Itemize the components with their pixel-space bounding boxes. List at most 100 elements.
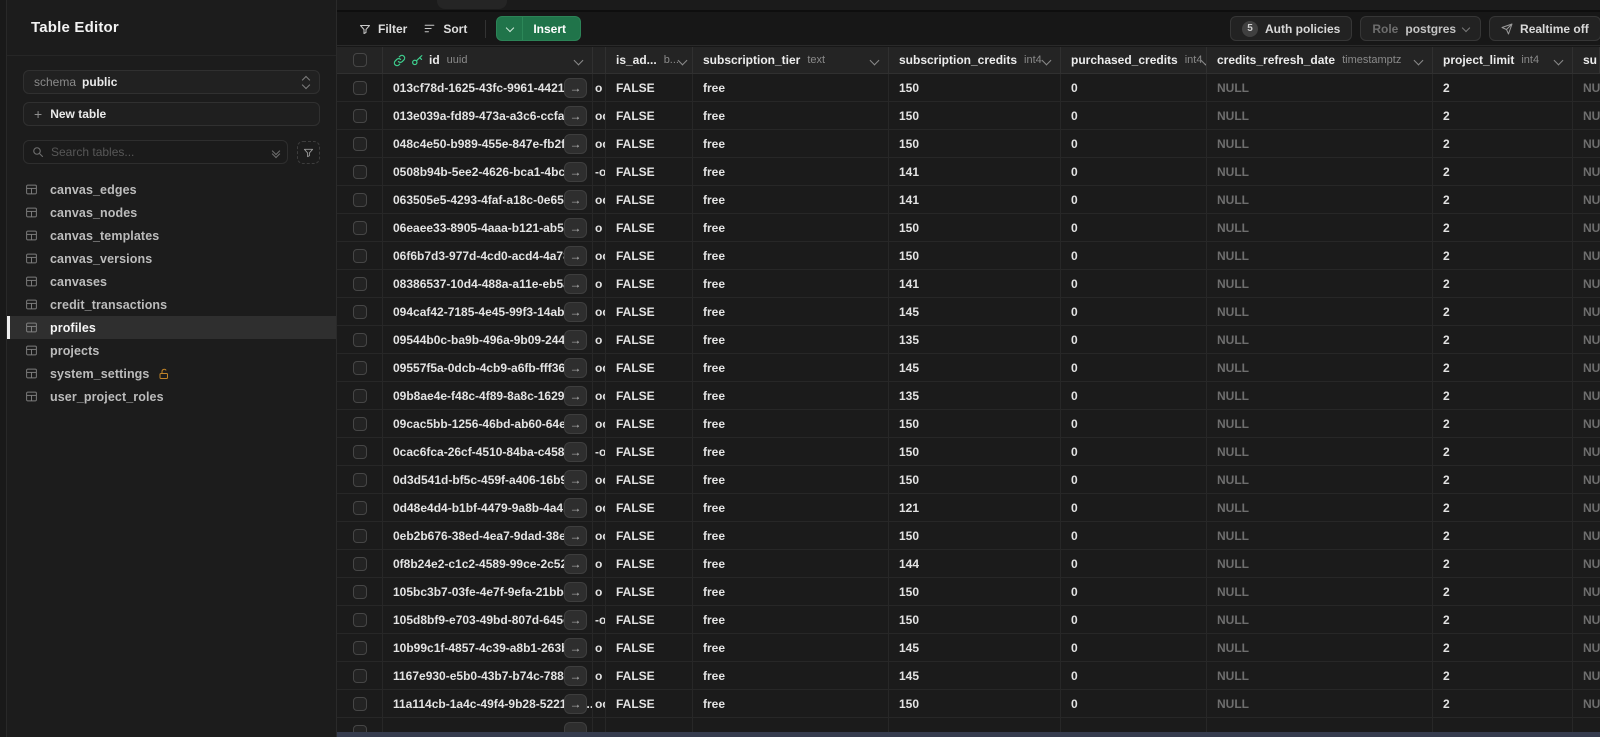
cell-clipped[interactable]: oc xyxy=(593,186,606,213)
cell-credits-refresh-date[interactable]: NULL xyxy=(1207,242,1433,269)
cell-clipped-right[interactable]: NULL xyxy=(1573,74,1600,101)
cell-subscription-credits[interactable]: 145 xyxy=(889,662,1061,689)
cell-purchased-credits[interactable]: 0 xyxy=(1061,242,1207,269)
cell-credits-refresh-date[interactable]: NULL xyxy=(1207,634,1433,661)
expand-row-button[interactable]: → xyxy=(564,246,587,266)
cell-subscription-tier[interactable]: free xyxy=(693,662,889,689)
sidebar-table-item[interactable]: projects xyxy=(7,339,336,362)
cell-credits-refresh-date[interactable]: NULL xyxy=(1207,186,1433,213)
cell-credits-refresh-date[interactable]: NULL xyxy=(1207,326,1433,353)
row-checkbox[interactable] xyxy=(352,248,367,263)
chevron-down-icon[interactable] xyxy=(1041,55,1052,65)
cell-id[interactable]: 09b8ae4e-f48c-4f89-8a8c-1629b... → xyxy=(383,382,593,409)
cell-subscription-tier[interactable]: free xyxy=(693,74,889,101)
sidebar-table-item[interactable]: credit_transactions xyxy=(7,293,336,316)
cell-is-admin[interactable] xyxy=(606,718,693,737)
search-tables-input[interactable] xyxy=(51,145,269,159)
cell-clipped-right[interactable]: NULL xyxy=(1573,494,1600,521)
row-checkbox[interactable] xyxy=(352,388,367,403)
chevron-down-icon[interactable] xyxy=(1553,55,1564,65)
cell-project-limit[interactable]: 2 xyxy=(1433,158,1573,185)
cell-subscription-credits[interactable]: 145 xyxy=(889,634,1061,661)
cell-credits-refresh-date[interactable]: NULL xyxy=(1207,270,1433,297)
cell-subscription-credits[interactable]: 150 xyxy=(889,74,1061,101)
cell-purchased-credits[interactable]: 0 xyxy=(1061,522,1207,549)
cell-subscription-tier[interactable]: free xyxy=(693,270,889,297)
cell-project-limit[interactable]: 2 xyxy=(1433,270,1573,297)
cell-is-admin[interactable]: FALSE xyxy=(606,522,693,549)
cell-clipped-right[interactable]: NULL xyxy=(1573,214,1600,241)
expand-row-button[interactable]: → xyxy=(564,610,587,630)
cell-id[interactable]: 09544b0c-ba9b-496a-9b09-244... → xyxy=(383,326,593,353)
cell-project-limit[interactable]: 2 xyxy=(1433,242,1573,269)
cell-id[interactable]: 0cac6fca-26cf-4510-84ba-c4580... → xyxy=(383,438,593,465)
cell-credits-refresh-date[interactable]: NULL xyxy=(1207,690,1433,717)
cell-id[interactable]: 105d8bf9-e703-49bd-807d-645e... → xyxy=(383,606,593,633)
cell-subscription-tier[interactable]: free xyxy=(693,102,889,129)
cell-project-limit[interactable]: 2 xyxy=(1433,186,1573,213)
cell-subscription-tier[interactable]: free xyxy=(693,690,889,717)
expand-row-button[interactable]: → xyxy=(564,134,587,154)
cell-subscription-tier[interactable]: free xyxy=(693,242,889,269)
cell-purchased-credits[interactable]: 0 xyxy=(1061,690,1207,717)
row-checkbox[interactable] xyxy=(352,640,367,655)
cell-id[interactable]: 0f8b24e2-c1c2-4589-99ce-2c52d... → xyxy=(383,550,593,577)
cell-subscription-credits[interactable]: 150 xyxy=(889,102,1061,129)
cell-purchased-credits[interactable]: 0 xyxy=(1061,438,1207,465)
cell-purchased-credits[interactable]: 0 xyxy=(1061,494,1207,521)
cell-clipped-right[interactable]: NULL xyxy=(1573,270,1600,297)
cell-subscription-tier[interactable]: free xyxy=(693,466,889,493)
column-header-clipped-right[interactable]: su xyxy=(1573,47,1600,73)
cell-subscription-tier[interactable]: free xyxy=(693,354,889,381)
cell-credits-refresh-date[interactable]: NULL xyxy=(1207,522,1433,549)
column-header-project-limit[interactable]: project_limit int4 xyxy=(1433,47,1573,73)
sidebar-table-item[interactable]: canvas_edges xyxy=(7,178,336,201)
cell-project-limit[interactable]: 2 xyxy=(1433,634,1573,661)
cell-credits-refresh-date[interactable]: NULL xyxy=(1207,74,1433,101)
row-checkbox[interactable] xyxy=(352,472,367,487)
row-checkbox[interactable] xyxy=(352,612,367,627)
row-checkbox[interactable] xyxy=(352,556,367,571)
sidebar-table-item[interactable]: system_settings xyxy=(7,362,336,385)
cell-id[interactable]: 06eaee33-8905-4aaa-b121-ab552... → xyxy=(383,214,593,241)
cell-id[interactable]: 094caf42-7185-4e45-99f3-14abee... → xyxy=(383,298,593,325)
cell-project-limit[interactable]: 2 xyxy=(1433,550,1573,577)
row-checkbox[interactable] xyxy=(352,192,367,207)
column-header-subscription-credits[interactable]: subscription_credits int4 xyxy=(889,47,1061,73)
cell-clipped[interactable] xyxy=(593,718,606,737)
cell-credits-refresh-date[interactable]: NULL xyxy=(1207,494,1433,521)
cell-clipped-right[interactable]: NULL xyxy=(1573,578,1600,605)
expand-row-button[interactable]: → xyxy=(564,638,587,658)
sidebar-filter-button[interactable] xyxy=(297,140,320,164)
expand-row-button[interactable]: → xyxy=(564,414,587,434)
cell-id[interactable]: 11a114cb-1a4c-49f4-9b28-52219ec... → xyxy=(383,690,593,717)
expand-row-button[interactable]: → xyxy=(564,582,587,602)
cell-subscription-credits[interactable]: 121 xyxy=(889,494,1061,521)
sidebar-table-item[interactable]: profiles xyxy=(7,316,336,339)
cell-subscription-tier[interactable]: free xyxy=(693,298,889,325)
column-header-subscription-tier[interactable]: subscription_tier text xyxy=(693,47,889,73)
cell-clipped[interactable]: o xyxy=(593,662,606,689)
cell-clipped-right[interactable]: NULL xyxy=(1573,690,1600,717)
cell-credits-refresh-date[interactable]: NULL xyxy=(1207,466,1433,493)
cell-credits-refresh-date[interactable]: NULL xyxy=(1207,438,1433,465)
cell-subscription-credits[interactable]: 150 xyxy=(889,410,1061,437)
expand-row-button[interactable]: → xyxy=(564,498,587,518)
cell-id[interactable]: 09cac5bb-1256-46bd-ab60-64ed... → xyxy=(383,410,593,437)
cell-project-limit[interactable]: 2 xyxy=(1433,326,1573,353)
cell-project-limit[interactable]: 2 xyxy=(1433,438,1573,465)
cell-project-limit[interactable]: 2 xyxy=(1433,130,1573,157)
cell-purchased-credits[interactable]: 0 xyxy=(1061,466,1207,493)
cell-purchased-credits[interactable]: 0 xyxy=(1061,578,1207,605)
cell-project-limit[interactable]: 2 xyxy=(1433,214,1573,241)
cell-clipped[interactable]: oc xyxy=(593,130,606,157)
cell-clipped-right[interactable]: NULL xyxy=(1573,410,1600,437)
cell-clipped[interactable]: o xyxy=(593,270,606,297)
cell-credits-refresh-date[interactable]: NULL xyxy=(1207,550,1433,577)
cell-clipped-right[interactable]: NULL xyxy=(1573,186,1600,213)
cell-is-admin[interactable]: FALSE xyxy=(606,410,693,437)
column-header-credits-refresh-date[interactable]: credits_refresh_date timestamptz xyxy=(1207,47,1433,73)
cell-credits-refresh-date[interactable]: NULL xyxy=(1207,130,1433,157)
new-table-button[interactable]: + New table xyxy=(23,102,320,126)
cell-clipped[interactable]: o xyxy=(593,578,606,605)
